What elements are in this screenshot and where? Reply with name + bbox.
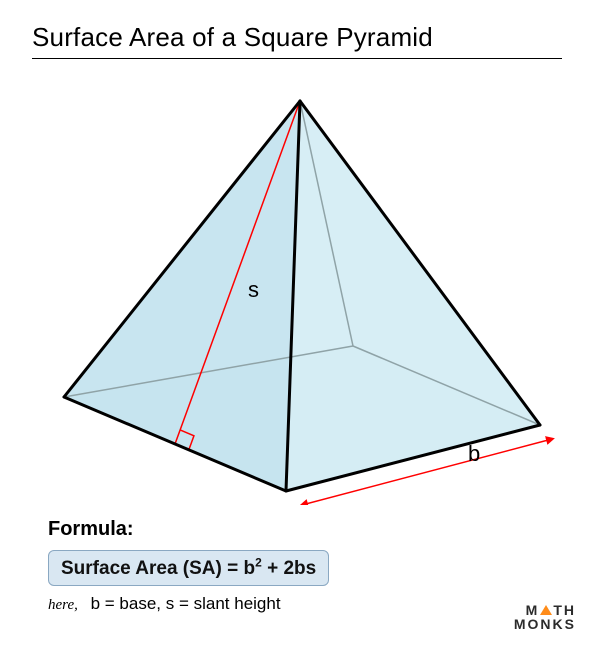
page-title: Surface Area of a Square Pyramid bbox=[32, 22, 433, 53]
formula-text: Surface Area (SA) = b2 + 2bs bbox=[61, 558, 316, 579]
brand-th: TH bbox=[553, 602, 576, 618]
formula-box: Surface Area (SA) = b2 + 2bs bbox=[48, 550, 329, 586]
legend-text: b = base, s = slant height bbox=[91, 594, 281, 613]
title-underline bbox=[32, 58, 562, 59]
brand-line2: MONKS bbox=[514, 617, 576, 632]
brand-line1: M TH bbox=[514, 603, 576, 618]
legend-here: here, bbox=[48, 597, 78, 613]
formula-legend: here, b = base, s = slant height bbox=[48, 594, 281, 614]
formula-heading: Formula: bbox=[48, 518, 134, 541]
svg-text:b: b bbox=[468, 441, 480, 466]
triangle-icon bbox=[540, 605, 552, 615]
svg-text:s: s bbox=[248, 277, 259, 302]
brand-m: M bbox=[526, 602, 540, 618]
brand-logo: M TH MONKS bbox=[514, 603, 576, 632]
pyramid-diagram: sb bbox=[0, 65, 600, 505]
